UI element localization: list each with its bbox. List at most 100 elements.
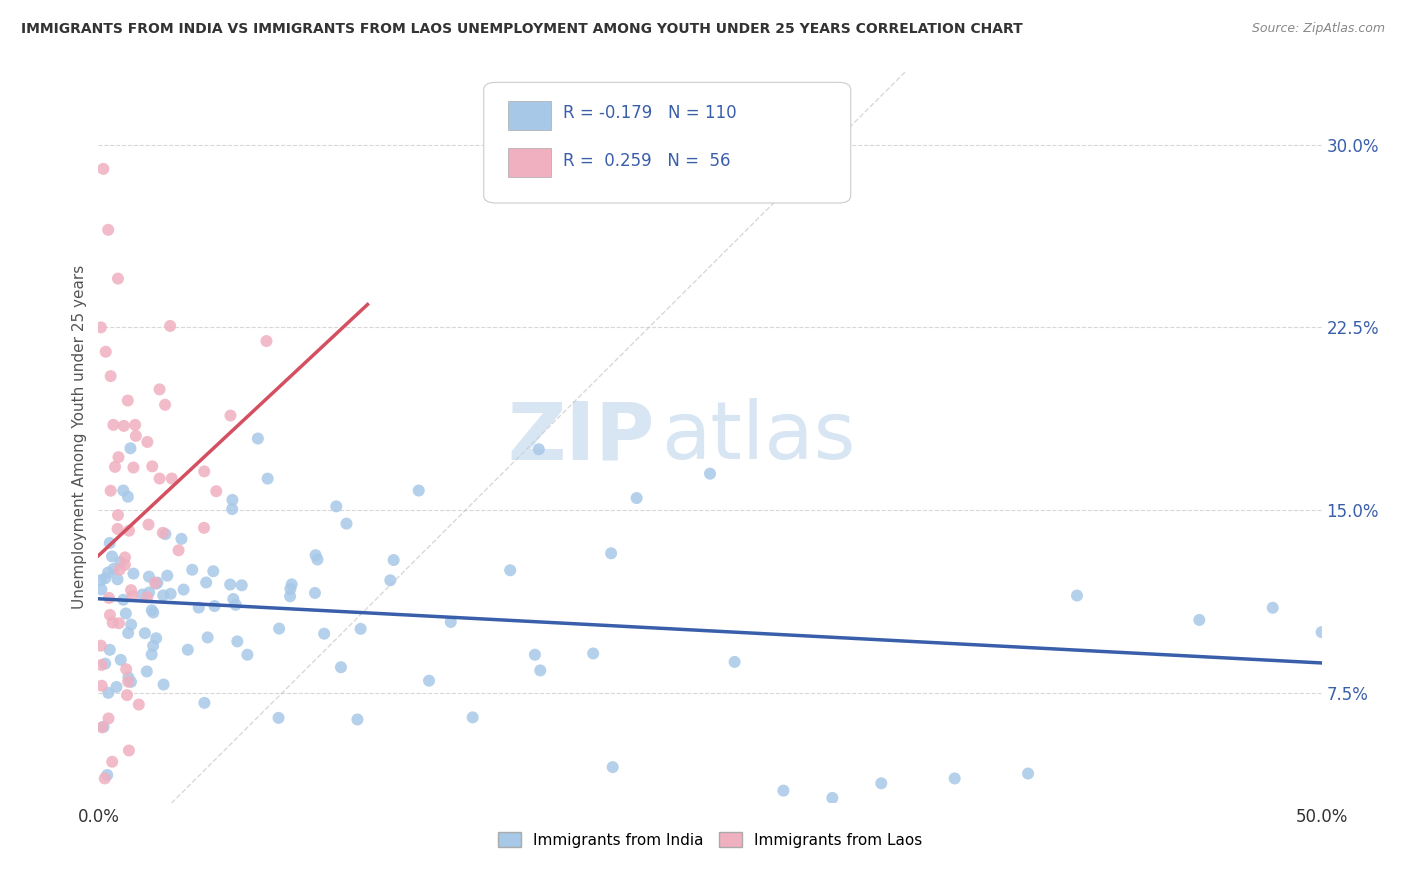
Point	[350, 622, 373, 636]
Point	[529, 664, 551, 678]
FancyBboxPatch shape	[508, 148, 551, 178]
Point	[219, 409, 242, 423]
Y-axis label: Unemployment Among Youth under 25 years: Unemployment Among Youth under 25 years	[72, 265, 87, 609]
Point	[90, 657, 112, 672]
Point	[114, 558, 136, 572]
Point	[193, 521, 215, 535]
Point	[120, 583, 142, 598]
Point	[96, 768, 118, 782]
Point	[304, 548, 326, 562]
Point	[103, 417, 125, 432]
Text: ZIP: ZIP	[508, 398, 655, 476]
Point	[117, 626, 139, 640]
Point	[120, 442, 142, 456]
Point	[149, 471, 172, 485]
Point	[236, 648, 259, 662]
Point	[160, 471, 183, 485]
Point	[100, 369, 122, 384]
Point	[98, 607, 121, 622]
Point	[226, 634, 249, 648]
Point	[94, 571, 117, 585]
Point	[148, 383, 170, 397]
Point	[121, 589, 143, 603]
Point	[221, 492, 243, 507]
Point	[723, 655, 745, 669]
Point	[115, 607, 138, 621]
Point	[112, 592, 135, 607]
Point	[120, 674, 142, 689]
Point	[138, 517, 160, 532]
Point	[101, 615, 124, 630]
Point	[125, 429, 148, 443]
Point	[117, 674, 139, 689]
Text: IMMIGRANTS FROM INDIA VS IMMIGRANTS FROM LAOS UNEMPLOYMENT AMONG YOUTH UNDER 25 : IMMIGRANTS FROM INDIA VS IMMIGRANTS FROM…	[21, 22, 1022, 37]
Point	[187, 600, 209, 615]
Point	[97, 711, 120, 725]
Point	[195, 575, 218, 590]
Point	[167, 543, 190, 558]
Point	[110, 555, 132, 569]
Point	[153, 398, 176, 412]
Point	[269, 622, 291, 636]
Point	[219, 577, 242, 591]
Point	[1310, 625, 1333, 640]
Point	[90, 582, 112, 597]
Point	[202, 564, 225, 578]
Point	[193, 464, 215, 478]
Point	[267, 711, 290, 725]
Point	[115, 662, 138, 676]
Point	[304, 586, 326, 600]
FancyBboxPatch shape	[508, 101, 551, 130]
Point	[136, 434, 159, 449]
Point	[107, 572, 129, 586]
Point	[152, 588, 174, 602]
Point	[699, 467, 721, 481]
Point	[222, 592, 245, 607]
Text: R = -0.179   N = 110: R = -0.179 N = 110	[564, 104, 737, 122]
Point	[246, 432, 269, 446]
Point	[141, 603, 163, 617]
Point	[1188, 613, 1211, 627]
Point	[112, 418, 135, 433]
Point	[307, 552, 329, 566]
Point	[142, 606, 165, 620]
Point	[159, 587, 181, 601]
Point	[330, 660, 353, 674]
Point	[141, 459, 163, 474]
Point	[107, 522, 129, 536]
Point	[221, 502, 243, 516]
Point	[143, 575, 166, 590]
Point	[600, 546, 623, 560]
Point	[821, 791, 844, 805]
Point	[101, 755, 124, 769]
Point	[1261, 600, 1284, 615]
Point	[117, 670, 139, 684]
Text: Source: ZipAtlas.com: Source: ZipAtlas.com	[1251, 22, 1385, 36]
Point	[135, 665, 157, 679]
Point	[107, 508, 129, 522]
Point	[115, 688, 138, 702]
Point	[93, 720, 115, 734]
Point	[101, 549, 124, 564]
FancyBboxPatch shape	[484, 82, 851, 203]
Text: R =  0.259   N =  56: R = 0.259 N = 56	[564, 153, 731, 170]
Point	[97, 223, 120, 237]
Point	[114, 550, 136, 565]
Point	[108, 563, 131, 577]
Point	[90, 639, 112, 653]
Point	[155, 527, 177, 541]
Point	[280, 577, 302, 591]
Point	[120, 617, 142, 632]
Point	[110, 653, 132, 667]
Point	[98, 643, 121, 657]
Point	[90, 320, 112, 334]
Point	[112, 483, 135, 498]
Point	[138, 569, 160, 583]
Point	[104, 459, 127, 474]
Point	[91, 161, 114, 176]
Point	[122, 460, 145, 475]
Point	[117, 490, 139, 504]
Point	[380, 574, 402, 588]
Point	[159, 318, 181, 333]
Point	[346, 713, 368, 727]
